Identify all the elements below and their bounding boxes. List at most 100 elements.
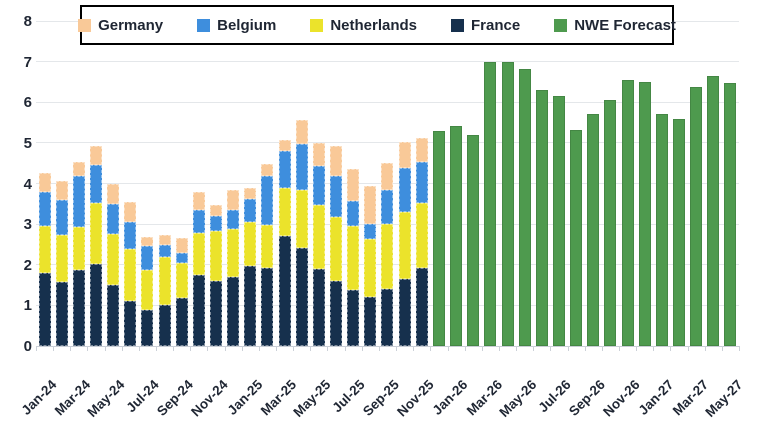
bar-Apr-25 [295, 21, 308, 346]
x-axis-label-May-25: May-25 [290, 377, 334, 420]
bar-segment-belgium [295, 144, 308, 190]
bar-segment-belgium [38, 191, 51, 227]
x-axis-tick [413, 346, 415, 351]
bar-May-26 [518, 21, 531, 346]
bar-Jun-26 [535, 21, 548, 346]
bar-segment-germany [295, 120, 308, 145]
forecast-bar-segment [570, 129, 583, 346]
forecast-bar-segment [690, 87, 703, 346]
bar-segment-belgium [261, 176, 274, 226]
bar-segment-germany [244, 188, 257, 199]
bar-Sep-25 [381, 21, 394, 346]
bar-slot-Dec-24 [225, 21, 242, 346]
bar-May-24 [107, 21, 120, 346]
x-axis-tick [190, 346, 192, 351]
bar-slot-Dec-26 [636, 21, 653, 346]
bar-slot-Sep-25 [379, 21, 396, 346]
bar-slot-Oct-25 [396, 21, 413, 346]
x-axis-tick [481, 346, 483, 351]
bar-segment-netherlands [381, 224, 394, 290]
bar-slot-Jan-24 [36, 21, 53, 346]
bar-slot-Apr-26 [499, 21, 516, 346]
bar-segment-belgium [330, 176, 343, 217]
plot-area: 0 1 2 3 4 5 6 7 8 Jan-24 Mar-24 May-24 Jul-24 Sep-24 N… [18, 14, 745, 420]
bar-Dec-26 [638, 21, 651, 346]
x-axis-tick [653, 346, 655, 351]
bar-segment-netherlands [312, 205, 325, 269]
x-axis-label-Sep-24: Sep-24 [154, 377, 197, 419]
bar-segment-belgium [415, 162, 428, 203]
bar-segment-netherlands [364, 239, 377, 298]
bar-Jul-25 [347, 21, 360, 346]
bar-segment-netherlands [261, 225, 274, 268]
bar-segment-belgium [278, 151, 291, 188]
bar-segment-germany [141, 236, 154, 246]
bar-Feb-27 [672, 21, 685, 346]
bar-segment-germany [364, 186, 377, 224]
bar-slot-Jun-25 [327, 21, 344, 346]
bar-slot-Jun-26 [533, 21, 550, 346]
forecast-bar-segment [587, 114, 600, 346]
bar-segment-france [261, 268, 274, 346]
bar-slot-May-24 [105, 21, 122, 346]
bar-Aug-26 [570, 21, 583, 346]
x-axis-tick [173, 346, 175, 351]
bar-segment-belgium [55, 200, 68, 236]
forecast-bar-segment [621, 79, 634, 346]
forecast-bar-segment [535, 90, 548, 346]
bar-segment-germany [210, 205, 223, 216]
bar-segment-germany [124, 202, 137, 222]
bar-Feb-26 [467, 21, 480, 346]
forecast-bar-segment [707, 76, 720, 346]
bar-Feb-24 [55, 21, 68, 346]
forecast-bar-segment [638, 81, 651, 346]
bar-slot-Nov-24 [207, 21, 224, 346]
legend-swatch-nwe-forecast [554, 18, 568, 32]
x-axis-tick [276, 346, 278, 351]
x-axis-tick [687, 346, 689, 351]
x-axis-tick [344, 346, 346, 351]
bar-slot-Aug-24 [156, 21, 173, 346]
bar-Jun-25 [330, 21, 343, 346]
bar-Nov-26 [621, 21, 634, 346]
bar-slot-May-26 [516, 21, 533, 346]
bar-slot-Jun-24 [122, 21, 139, 346]
bar-segment-netherlands [210, 230, 223, 281]
x-axis-tick [670, 346, 672, 351]
legend: Germany Belgium Netherlands France NWE Forec… [78, 5, 676, 45]
bar-segment-netherlands [72, 226, 85, 271]
bar-slot-Oct-24 [190, 21, 207, 346]
bar-segment-netherlands [38, 226, 51, 273]
bar-Aug-25 [364, 21, 377, 346]
bar-Jan-26 [450, 21, 463, 346]
legend-item-germany: Germany [78, 17, 163, 34]
x-axis-label-May-24: May-24 [84, 377, 128, 420]
x-axis-tick [430, 346, 432, 351]
x-axis-tick [87, 346, 89, 351]
bar-segment-netherlands [330, 216, 343, 282]
bar-slot-Apr-27 [705, 21, 722, 346]
bar-segment-germany [107, 183, 120, 205]
bar-Dec-24 [227, 21, 240, 346]
forecast-bar-segment [432, 131, 445, 346]
forecast-bar-segment [655, 114, 668, 346]
bar-segment-germany [192, 192, 205, 211]
forecast-bar-segment [724, 83, 737, 346]
x-axis-tick [224, 346, 226, 351]
bar-slot-Aug-25 [362, 21, 379, 346]
bar-segment-belgium [244, 198, 257, 222]
bar-slot-Aug-26 [568, 21, 585, 346]
x-axis-label-Sep-26: Sep-26 [565, 377, 608, 419]
bar-segment-germany [398, 142, 411, 169]
gridline-7 [36, 61, 739, 63]
bar-Dec-25 [432, 21, 445, 346]
legend-item-france: France [451, 17, 520, 34]
x-axis-tick [533, 346, 535, 351]
bar-segment-france [415, 267, 428, 346]
bar-segment-germany [381, 162, 394, 190]
forecast-bar-segment [552, 96, 565, 346]
bar-segment-germany [55, 181, 68, 201]
bar-segment-france [210, 280, 223, 346]
bar-slot-Jan-25 [242, 21, 259, 346]
bar-segment-france [158, 304, 171, 346]
